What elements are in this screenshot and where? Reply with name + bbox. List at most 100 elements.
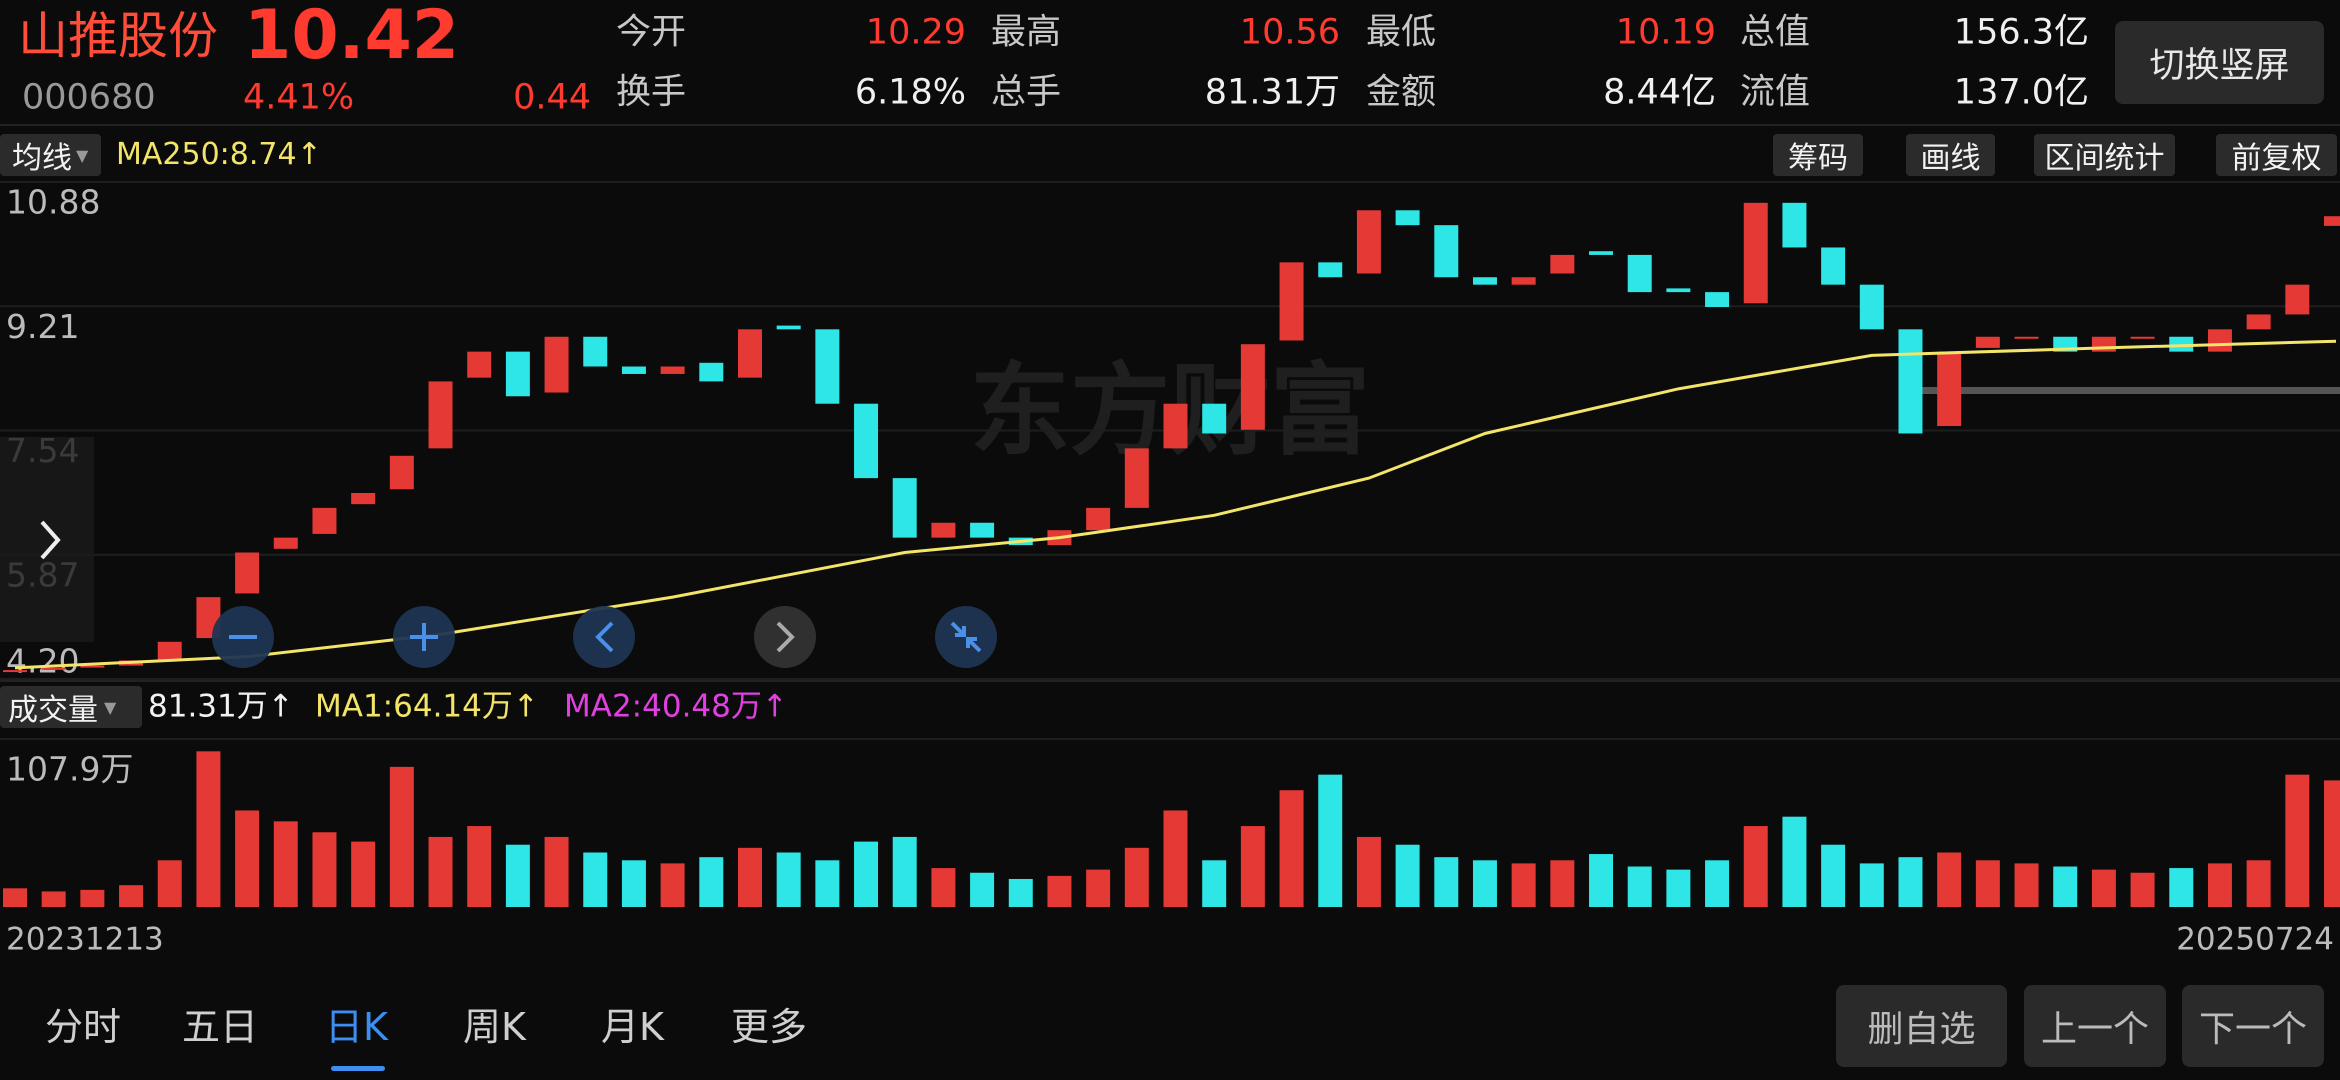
volume-bar: [1356, 836, 1381, 907]
scroll-right-button[interactable]: [754, 606, 816, 668]
action-button[interactable]: 上一个: [2024, 985, 2166, 1067]
volume-bar: [2246, 860, 2271, 907]
volume-bar: [1472, 860, 1497, 907]
candle: [970, 522, 995, 538]
stat-label: 最高: [991, 12, 1062, 53]
volume-bar: [1898, 857, 1923, 907]
candle: [2285, 284, 2310, 315]
candle: [737, 329, 762, 378]
volume-bar: [2324, 780, 2340, 907]
volume-bar: [2130, 872, 2155, 907]
stat-value: 10.19: [1615, 12, 1716, 53]
chevron-icon: [40, 520, 61, 560]
volume-bar: [2014, 863, 2039, 907]
period-tab[interactable]: 更多: [731, 1005, 808, 1049]
volume-bar: [2053, 866, 2078, 907]
candle: [1859, 284, 1884, 330]
candle: [2014, 336, 2039, 339]
reset-button[interactable]: [935, 606, 997, 668]
tool-button[interactable]: 区间统计: [2034, 134, 2175, 176]
indicator-select[interactable]: 均线 ▼: [0, 134, 101, 176]
candle: [776, 325, 801, 330]
stat-value: 6.18%: [854, 72, 966, 113]
tool-button[interactable]: 画线: [1906, 134, 1995, 176]
volume-bar: [1047, 875, 1072, 907]
stat-value: 156.3亿: [1953, 12, 2089, 53]
volume-bar: [1550, 860, 1575, 907]
period-tab[interactable]: 五日: [182, 1005, 259, 1049]
volume-ma2: MA2:40.48万↑: [564, 688, 788, 725]
period-tab[interactable]: 周K: [463, 1005, 526, 1049]
volume-bar: [699, 857, 724, 907]
candle: [660, 366, 685, 374]
candle: [235, 552, 260, 594]
candle: [1202, 403, 1227, 434]
volume-bar: [1279, 790, 1304, 907]
scroll-left-button[interactable]: [573, 606, 635, 668]
period-tab[interactable]: 日K: [325, 1005, 388, 1049]
volume-bar: [389, 766, 414, 907]
volume-bar: [1511, 863, 1536, 907]
candle: [467, 351, 492, 378]
candle: [892, 478, 917, 538]
candle: [80, 665, 105, 668]
volume-tick-label: 107.9万: [6, 750, 133, 789]
candle: [1821, 247, 1846, 285]
y-tick-label: 4.20: [6, 642, 79, 681]
side-panel-toggle[interactable]: [0, 437, 94, 642]
tool-button[interactable]: 前复权: [2216, 134, 2337, 176]
volume-bar: [312, 832, 337, 907]
action-button[interactable]: 下一个: [2182, 985, 2324, 1067]
dropdown-icon: ▼: [76, 145, 89, 165]
volume-bar: [1743, 826, 1768, 907]
volume-bar: [815, 860, 840, 907]
stat-value: 10.29: [865, 12, 966, 53]
volume-bar: [931, 868, 956, 907]
volume-bar: [1627, 866, 1652, 907]
candle: [312, 507, 337, 534]
stat-label: 金额: [1366, 72, 1437, 113]
volume-bar: [3, 888, 27, 907]
volume-bar: [660, 863, 685, 907]
volume-bar: [351, 841, 376, 907]
candle: [157, 641, 182, 661]
candle: [544, 336, 569, 393]
volume-bar: [1163, 810, 1188, 907]
rotate-button[interactable]: 切换竖屏: [2115, 21, 2324, 104]
action-button[interactable]: 删自选: [1836, 985, 2007, 1067]
candle: [699, 362, 724, 382]
volume-title: 成交量: [8, 693, 98, 728]
stock-price: 10.42: [244, 0, 460, 75]
candle: [1318, 262, 1343, 278]
volume-indicator-select[interactable]: 成交量 ▼: [0, 686, 142, 728]
volume-bar: [505, 844, 530, 907]
date-end: 20250724: [2176, 921, 2334, 958]
volume-bar: [1821, 844, 1846, 907]
volume-bar: [1202, 860, 1227, 907]
stat-label: 总值: [1740, 12, 1811, 53]
candle: [1395, 210, 1420, 226]
volume-bar: [970, 872, 995, 907]
period-tab[interactable]: 分时: [45, 1005, 122, 1049]
volume-bar: [1589, 854, 1614, 907]
candle: [1975, 336, 2000, 348]
volume-bar: [1705, 860, 1730, 907]
volume-bar: [1782, 816, 1807, 907]
volume-bar: [235, 810, 260, 907]
volume-bar: [2207, 863, 2232, 907]
period-tab[interactable]: 月K: [601, 1005, 664, 1049]
volume-bar: [119, 885, 144, 907]
candle: [815, 329, 840, 404]
volume-bar: [583, 852, 608, 907]
candle: [1627, 254, 1652, 293]
candle: [2207, 329, 2232, 352]
stat-value: 10.56: [1239, 12, 1340, 53]
stat-label: 换手: [616, 72, 687, 113]
candle: [1086, 507, 1111, 531]
candle: [621, 366, 646, 374]
stat-value: 8.44亿: [1603, 72, 1716, 113]
candle: [1434, 225, 1459, 278]
volume-bar: [2091, 869, 2116, 907]
tool-button[interactable]: 筹码: [1773, 134, 1863, 176]
